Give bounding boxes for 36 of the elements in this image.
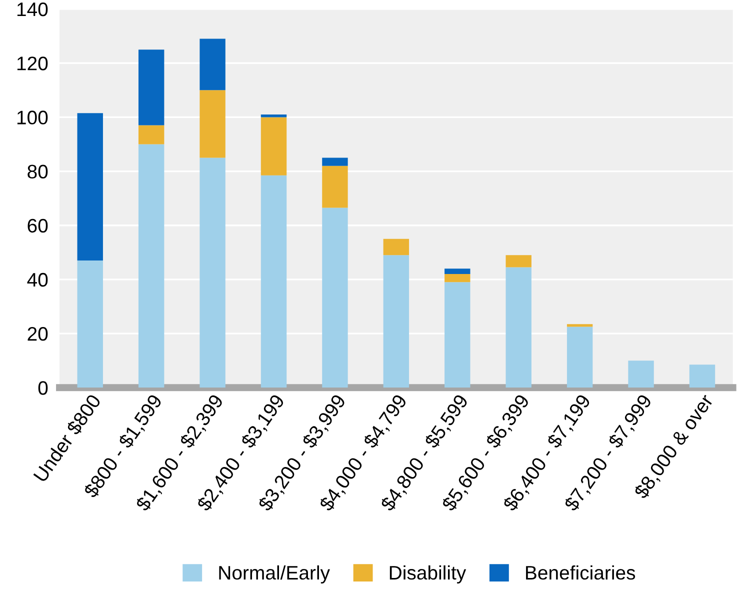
bar bbox=[260, 117, 287, 176]
bar bbox=[506, 267, 532, 388]
y-tick-label: 20 bbox=[28, 327, 48, 341]
bar bbox=[444, 268, 470, 274]
bar bbox=[383, 255, 410, 388]
bar bbox=[200, 38, 226, 90]
bar bbox=[200, 90, 226, 158]
y-tick-label: 80 bbox=[28, 164, 48, 179]
legend-label: Normal/Early bbox=[219, 565, 330, 584]
y-tick-label: 140 bbox=[17, 2, 48, 16]
bar bbox=[260, 114, 287, 118]
bar bbox=[506, 255, 532, 268]
y-tick-label: 40 bbox=[27, 272, 48, 287]
bar bbox=[77, 260, 103, 388]
bar bbox=[383, 238, 410, 256]
bar bbox=[138, 125, 164, 144]
bar bbox=[628, 360, 654, 388]
bar bbox=[689, 364, 716, 388]
bar bbox=[444, 274, 470, 282]
bar bbox=[566, 324, 593, 327]
y-tick-label: 0 bbox=[38, 381, 48, 395]
y-tick-label: 100 bbox=[17, 110, 48, 124]
y-tick-label: 60 bbox=[28, 218, 48, 233]
bar bbox=[260, 175, 287, 388]
bar bbox=[566, 326, 593, 388]
bar bbox=[138, 144, 164, 388]
bar bbox=[138, 50, 164, 126]
bar bbox=[322, 208, 348, 388]
bar bbox=[322, 166, 348, 208]
bar bbox=[322, 158, 348, 166]
bar bbox=[77, 113, 103, 261]
legend-label: Disability bbox=[390, 565, 466, 584]
y-tick-label: 120 bbox=[17, 56, 48, 70]
legend-label: Beneficiaries bbox=[526, 565, 636, 580]
bar bbox=[444, 282, 470, 388]
bar bbox=[200, 158, 226, 388]
